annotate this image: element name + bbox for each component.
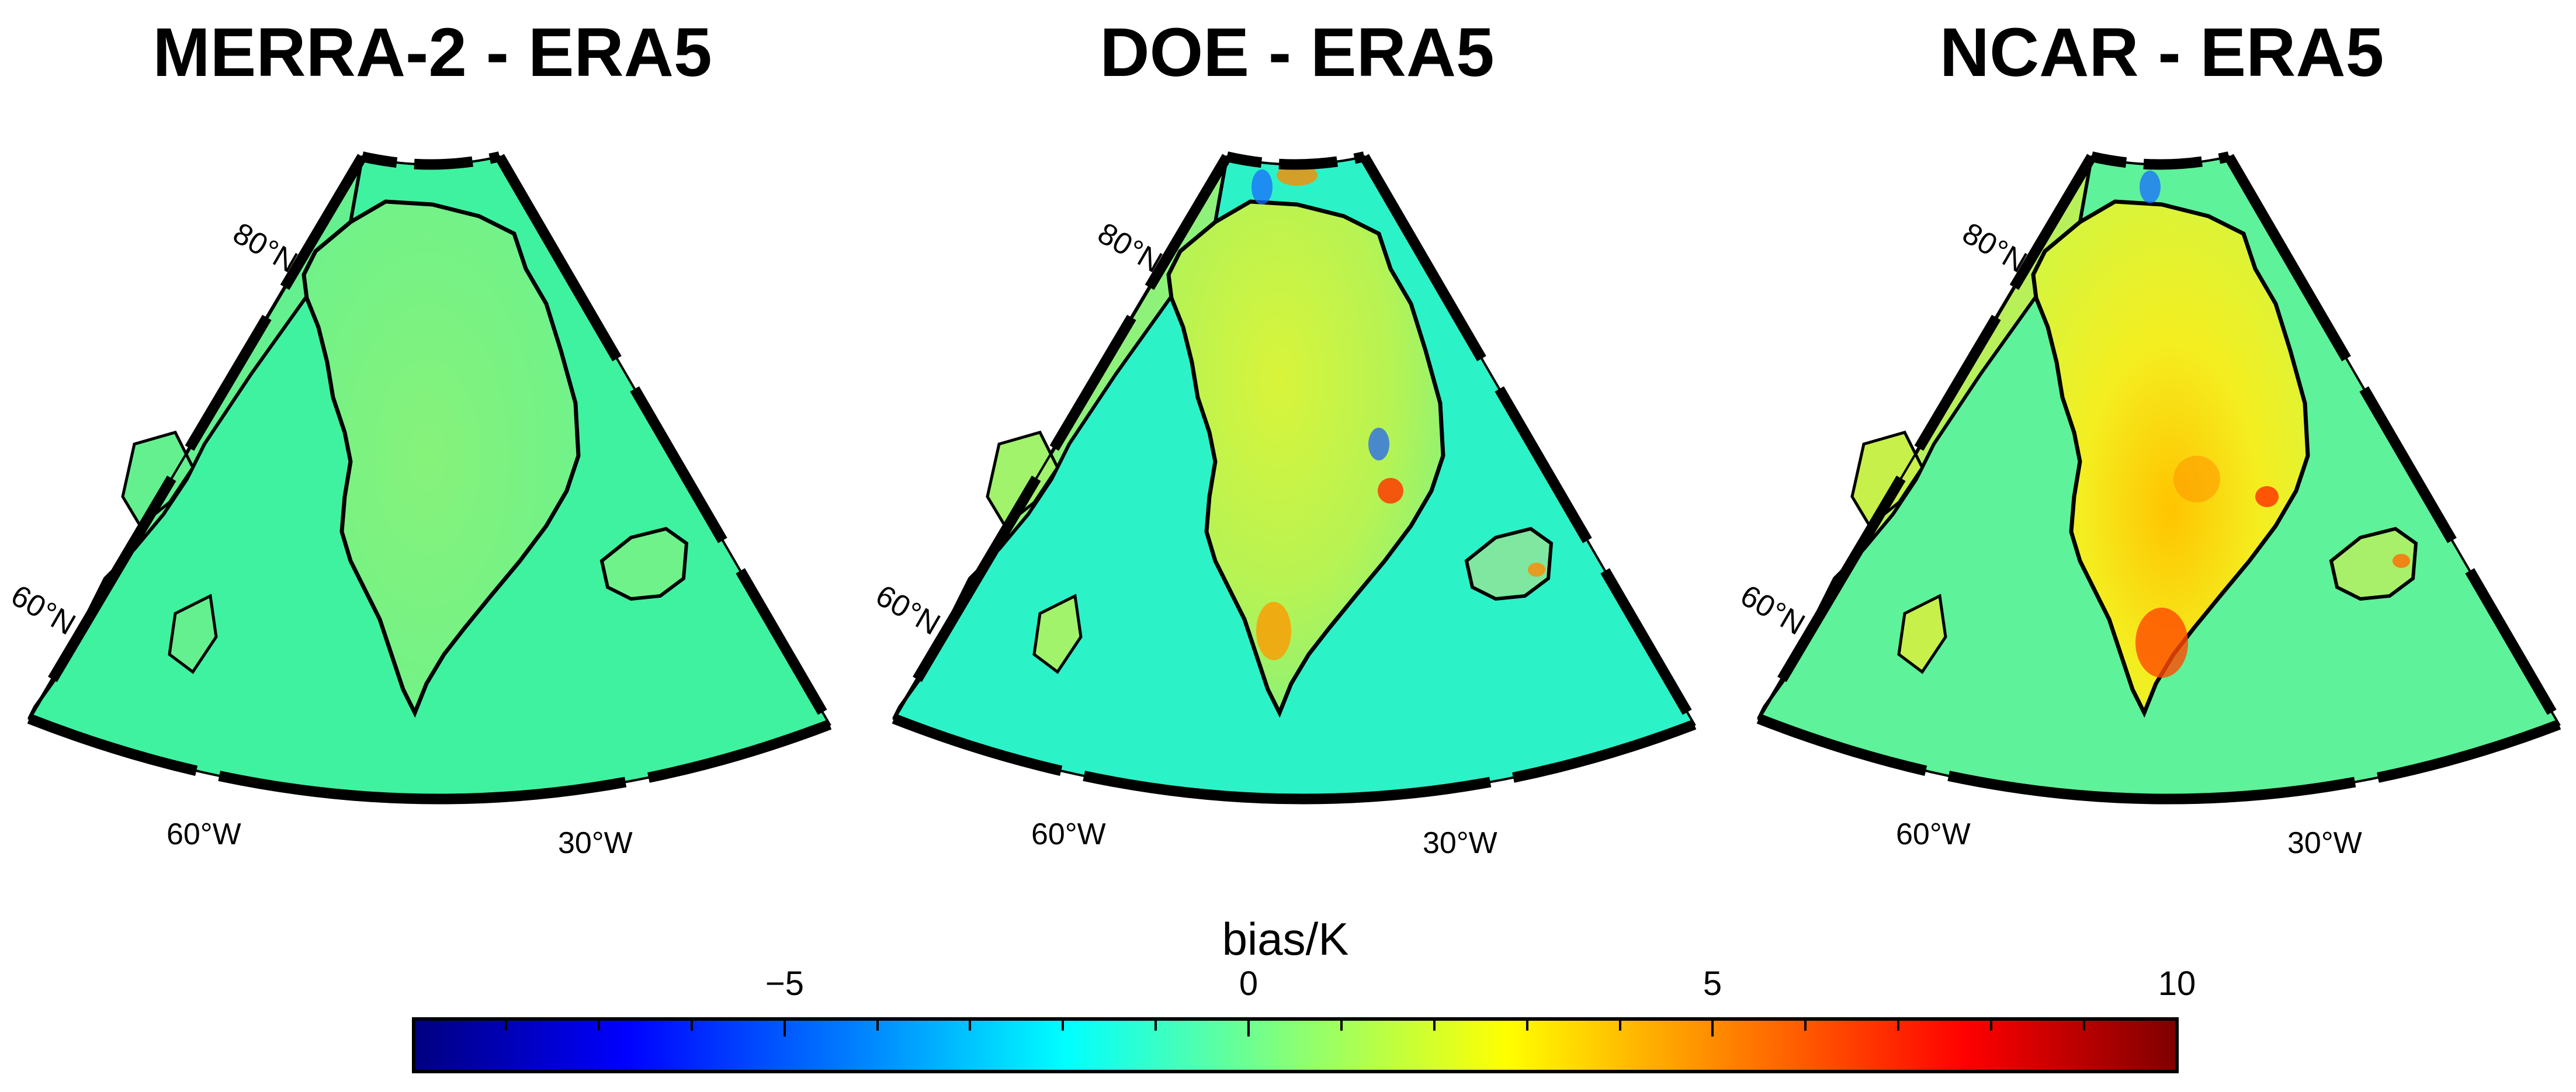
lat-label-60n-ncar: 60°N (1735, 578, 1811, 642)
lon-label-30w-ncar: 30°W (2287, 826, 2362, 860)
lat-label-60n-doe: 60°N (870, 578, 946, 642)
colorbar-tick-5: 5 (1703, 965, 1722, 1003)
colorbar-tick-10: 10 (2158, 965, 2196, 1003)
map-panel-ncar: 80°N 60°N 60°W 30°W (1735, 151, 2564, 860)
lon-label-60w-ncar: 60°W (1896, 817, 1971, 851)
colorbar (412, 1017, 2179, 1073)
lon-label-30w-merra2: 30°W (558, 826, 633, 860)
panel-title-ncar: NCAR - ERA5 (1939, 14, 2384, 91)
colorbar-tick-0: 0 (1239, 965, 1258, 1003)
colorbar-label: bias/K (1222, 913, 1349, 965)
panel-title-merra2: MERRA-2 - ERA5 (152, 14, 712, 91)
lon-label-60w-merra2: 60°W (167, 817, 241, 851)
lat-label-60n-merra2: 60°N (5, 578, 81, 642)
lon-label-60w-doe: 60°W (1031, 817, 1106, 851)
lon-label-30w-doe: 30°W (1423, 826, 1497, 860)
panel-title-doe: DOE - ERA5 (1100, 14, 1495, 91)
colorbar-ticks (505, 1019, 2085, 1036)
colorbar-tick-neg5: −5 (765, 965, 805, 1003)
map-panel-merra2: 80°N 60°N 60°W 30°W (5, 151, 834, 860)
colorbar-gradient (412, 1017, 2179, 1073)
map-panel-doe: 80°N 60°N 60°W 30°W (870, 151, 1699, 860)
